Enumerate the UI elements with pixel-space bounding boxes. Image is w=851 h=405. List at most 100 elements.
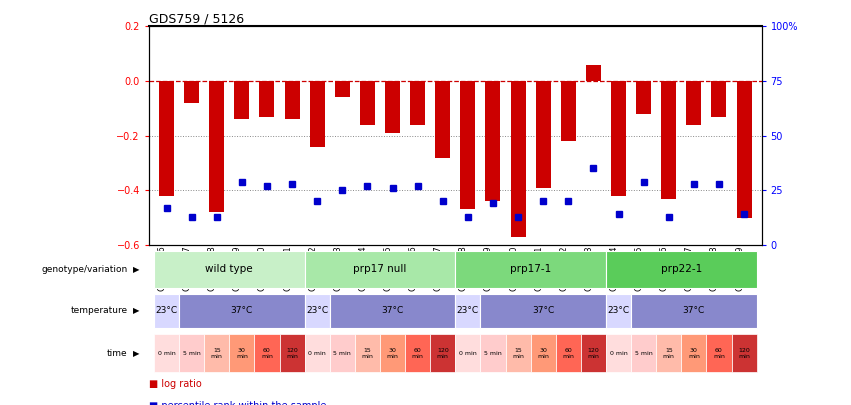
Bar bbox=[355, 334, 380, 373]
Bar bbox=[254, 334, 279, 373]
Bar bbox=[706, 334, 732, 373]
Bar bbox=[455, 294, 481, 328]
Bar bbox=[535, 81, 551, 188]
Text: 120
min: 120 min bbox=[437, 348, 448, 359]
Bar bbox=[380, 334, 405, 373]
Bar bbox=[736, 81, 751, 218]
Text: 30
min: 30 min bbox=[386, 348, 398, 359]
Bar bbox=[159, 81, 174, 196]
Bar bbox=[360, 81, 375, 125]
Text: 0 min: 0 min bbox=[157, 351, 175, 356]
Text: GSM30886: GSM30886 bbox=[408, 245, 418, 291]
Text: 23°C: 23°C bbox=[608, 306, 630, 315]
Bar bbox=[385, 81, 400, 133]
Text: 0 min: 0 min bbox=[459, 351, 477, 356]
Bar bbox=[686, 81, 701, 125]
Bar bbox=[154, 251, 305, 288]
Bar bbox=[511, 81, 526, 237]
Bar bbox=[209, 81, 225, 212]
Bar bbox=[334, 81, 350, 97]
Bar bbox=[305, 334, 329, 373]
Text: 37°C: 37°C bbox=[381, 306, 403, 315]
Text: genotype/variation: genotype/variation bbox=[42, 265, 128, 274]
Text: GSM30893: GSM30893 bbox=[585, 245, 593, 291]
Text: 5 min: 5 min bbox=[484, 351, 502, 356]
Bar bbox=[154, 334, 179, 373]
Bar bbox=[561, 81, 576, 141]
Text: GSM30883: GSM30883 bbox=[334, 245, 342, 291]
Bar bbox=[460, 81, 476, 209]
Text: 37°C: 37°C bbox=[683, 306, 705, 315]
Text: prp17-1: prp17-1 bbox=[510, 264, 551, 274]
Text: 23°C: 23°C bbox=[156, 306, 178, 315]
Text: 37°C: 37°C bbox=[231, 306, 253, 315]
Text: GSM30889: GSM30889 bbox=[484, 245, 493, 291]
Bar bbox=[229, 334, 254, 373]
Text: GSM30881: GSM30881 bbox=[283, 245, 292, 291]
Text: GSM30877: GSM30877 bbox=[183, 245, 191, 291]
Bar bbox=[631, 334, 656, 373]
Text: GSM30887: GSM30887 bbox=[434, 245, 443, 291]
Text: 60
min: 60 min bbox=[713, 348, 725, 359]
Text: 120
min: 120 min bbox=[738, 348, 750, 359]
Text: 60
min: 60 min bbox=[412, 348, 424, 359]
Text: 23°C: 23°C bbox=[306, 306, 328, 315]
Bar bbox=[234, 81, 249, 119]
Text: 60
min: 60 min bbox=[261, 348, 273, 359]
Bar bbox=[435, 81, 450, 158]
Text: 5 min: 5 min bbox=[183, 351, 201, 356]
Bar bbox=[284, 81, 300, 119]
Text: GSM30898: GSM30898 bbox=[710, 245, 719, 291]
Bar bbox=[455, 251, 606, 288]
Text: ▶: ▶ bbox=[133, 265, 140, 274]
Bar bbox=[581, 334, 606, 373]
Bar bbox=[732, 334, 757, 373]
Text: GSM30892: GSM30892 bbox=[559, 245, 568, 290]
Bar bbox=[661, 81, 677, 198]
Text: ■ log ratio: ■ log ratio bbox=[149, 379, 202, 389]
Text: 0 min: 0 min bbox=[308, 351, 326, 356]
Text: 37°C: 37°C bbox=[532, 306, 554, 315]
Bar bbox=[606, 251, 757, 288]
Text: prp17 null: prp17 null bbox=[353, 264, 407, 274]
Text: 15
min: 15 min bbox=[512, 348, 524, 359]
Text: 15
min: 15 min bbox=[362, 348, 374, 359]
Bar bbox=[505, 334, 531, 373]
Text: GSM30882: GSM30882 bbox=[308, 245, 317, 291]
Text: GSM30879: GSM30879 bbox=[233, 245, 242, 291]
Bar bbox=[279, 334, 305, 373]
Text: 120
min: 120 min bbox=[286, 348, 298, 359]
Bar bbox=[410, 81, 426, 125]
Text: 15
min: 15 min bbox=[663, 348, 675, 359]
Bar bbox=[606, 334, 631, 373]
Bar bbox=[305, 251, 455, 288]
Bar bbox=[606, 294, 631, 328]
Bar bbox=[204, 334, 229, 373]
Text: GSM30891: GSM30891 bbox=[534, 245, 543, 290]
Bar bbox=[430, 334, 455, 373]
Text: GSM30895: GSM30895 bbox=[635, 245, 643, 290]
Text: 30
min: 30 min bbox=[537, 348, 549, 359]
Text: time: time bbox=[107, 349, 128, 358]
Bar bbox=[585, 65, 601, 81]
Text: GSM30884: GSM30884 bbox=[358, 245, 368, 291]
Bar bbox=[179, 334, 204, 373]
Text: 120
min: 120 min bbox=[587, 348, 599, 359]
Bar bbox=[631, 294, 757, 328]
Text: GSM30880: GSM30880 bbox=[258, 245, 267, 291]
Bar bbox=[636, 81, 651, 114]
Bar bbox=[481, 294, 606, 328]
Text: 15
min: 15 min bbox=[211, 348, 223, 359]
Text: GSM30897: GSM30897 bbox=[685, 245, 694, 291]
Bar bbox=[656, 334, 682, 373]
Bar bbox=[485, 81, 500, 201]
Bar bbox=[310, 81, 325, 147]
Bar bbox=[260, 81, 275, 117]
Text: GSM30894: GSM30894 bbox=[609, 245, 619, 290]
Text: ▶: ▶ bbox=[133, 306, 140, 315]
Text: 5 min: 5 min bbox=[334, 351, 351, 356]
Text: GSM30896: GSM30896 bbox=[660, 245, 669, 291]
Text: wild type: wild type bbox=[205, 264, 253, 274]
Text: 23°C: 23°C bbox=[457, 306, 479, 315]
Text: GSM30876: GSM30876 bbox=[157, 245, 167, 291]
